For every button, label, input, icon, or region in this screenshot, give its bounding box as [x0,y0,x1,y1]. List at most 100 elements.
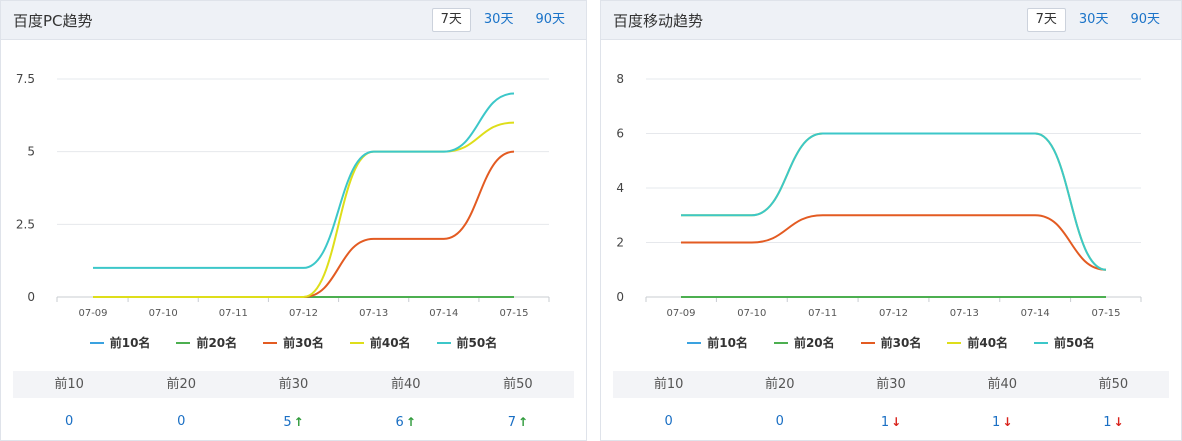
series-line-top50 [93,92,515,269]
stats-value: 1 [1103,415,1112,430]
legend-item-top40[interactable]: 前40名 [947,334,1008,351]
legend-item-top20[interactable]: 前20名 [773,334,835,351]
legend-swatch [436,341,451,344]
stats-header-top40: 前40 [987,377,1017,392]
stats-value-cell: 1 ↓ [1058,410,1169,434]
stats-value-cell: 0 [13,410,125,434]
chart-legend: 前10名 前20名 前30名 前40名 前50名 [1,334,586,351]
legend-swatch [263,341,278,344]
y-tick-label: 8 [616,72,624,86]
legend-swatch [860,341,875,344]
legend-label: 前20名 [196,336,238,350]
y-tick-label: 4 [616,181,624,195]
arrow-up-icon: ↑ [405,415,416,429]
x-tick-label: 07-13 [359,308,388,319]
x-tick-label: 07-11 [219,308,248,319]
legend-item-top40[interactable]: 前40名 [349,334,411,351]
stats-value: 0 [64,414,74,429]
legend-item-top30[interactable]: 前30名 [263,334,324,351]
panel-header: 百度移动趋势 7天 30天 90天 [601,1,1181,40]
stats-header-top50: 前50 [503,377,533,392]
stats-value-cell: 0 [125,410,237,434]
stats-value-cell: 7 ↑ [462,410,574,434]
tab-7-days[interactable]: 7天 [431,8,471,32]
series-line-top30 [681,214,1107,271]
legend-label: 前40名 [369,336,411,350]
panel-title: 百度PC趋势 [13,12,93,30]
range-tabs: 7天 30天 90天 [1026,8,1169,32]
stats-value-cell: 0 [613,410,724,434]
legend-swatch [349,341,364,344]
legend-swatch [176,341,191,344]
stats-header-top10: 前10 [54,377,84,392]
stats-value: 6 [395,415,404,430]
stats-value-cell: 1 ↓ [835,410,946,434]
x-tick-label: 07-09 [666,308,695,319]
stats-value: 0 [775,414,784,429]
legend-swatch [1034,341,1049,344]
tab-30-days[interactable]: 30天 [1078,12,1109,27]
y-tick-label: 0 [616,290,624,304]
stats-header-row: 前10 前20 前30 前40 前50 [613,371,1169,398]
stats-header-top40: 前40 [390,377,421,392]
legend-item-top50[interactable]: 前50名 [1034,334,1095,351]
legend-item-top30[interactable]: 前30名 [860,334,922,351]
legend-item-top20[interactable]: 前20名 [176,334,237,351]
x-tick-label: 07-10 [737,308,766,319]
arrow-up-icon: ↑ [293,415,304,429]
arrow-down-icon: ↓ [1113,415,1124,429]
legend-item-top10[interactable]: 前10名 [89,334,151,351]
stats-header-top20: 前20 [166,377,197,392]
x-tick-label: 07-09 [78,308,107,319]
stats-value: 5 [283,415,292,430]
legend-label: 前50名 [456,336,498,350]
legend-label: 前20名 [793,336,835,350]
series-line-top40 [92,121,515,299]
legend-label: 前50名 [1054,336,1095,350]
legend-swatch [773,341,788,344]
chart-legend: 前10名 前20名 前30名 前40名 前50名 [601,334,1181,351]
legend-label: 前10名 [707,336,748,350]
y-tick-label: 6 [616,127,624,141]
x-tick-label: 07-12 [879,308,908,319]
legend-swatch [947,341,962,344]
panel-title: 百度移动趋势 [613,12,704,30]
x-tick-label: 07-13 [950,308,979,319]
series-line-top50 [681,132,1107,271]
x-tick-label: 07-14 [1021,308,1050,319]
stats-value-row: 0 0 1 ↓ 1 ↓ 1 ↓ [613,410,1169,434]
x-tick-label: 07-15 [1091,308,1120,319]
stats-header-top30: 前30 [278,377,309,392]
tab-30-days[interactable]: 30天 [483,12,514,27]
tab-90-days[interactable]: 90天 [1130,12,1160,27]
legend-item-top50[interactable]: 前50名 [436,334,498,351]
x-tick-label: 07-10 [149,308,178,319]
tab-90-days[interactable]: 90天 [535,12,565,27]
stats-value: 1 [992,415,1001,430]
range-tabs: 7天 30天 90天 [431,8,574,32]
legend-swatch [89,341,104,344]
legend-label: 前10名 [109,336,151,350]
legend-label: 前30名 [283,336,324,350]
stats-value-cell: 1 ↓ [947,410,1058,434]
arrow-up-icon: ↑ [518,415,529,429]
legend-label: 前40名 [967,336,1009,350]
y-tick-label: 7.5 [16,72,35,86]
tab-7-days[interactable]: 7天 [1026,8,1066,32]
stats-header-top50: 前50 [1098,377,1129,392]
arrow-down-icon: ↓ [891,415,902,429]
legend-label: 前30名 [880,336,922,350]
stats-value-row: 0 0 5 ↑ 6 ↑ 7 ↑ [13,410,574,434]
legend-item-top10[interactable]: 前10名 [687,334,748,351]
legend-swatch [687,341,702,344]
stats-value: 0 [177,414,186,429]
x-tick-label: 07-15 [499,308,528,319]
stats-header-top30: 前30 [876,377,906,392]
y-tick-label: 2.5 [16,217,35,231]
stats-header-row: 前10 前20 前30 前40 前50 [13,371,574,398]
stats-value: 0 [664,414,673,429]
stats-value-cell: 6 ↑ [350,410,462,434]
y-tick-label: 2 [616,236,624,250]
y-tick-label: 0 [27,290,35,304]
stats-value-cell: 5 ↑ [237,410,349,434]
